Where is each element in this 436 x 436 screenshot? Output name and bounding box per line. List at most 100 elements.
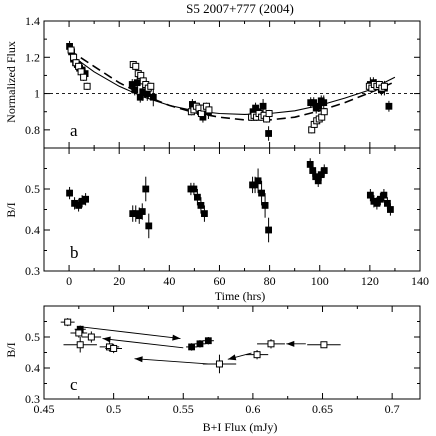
panel-c-point-open-square (75, 329, 83, 337)
panel-b-point-filled-square (194, 193, 201, 201)
panel-a-label: a (70, 121, 78, 140)
panel-c-point-open-square (87, 333, 95, 341)
panel-a-ytick-label: 1.2 (25, 50, 40, 64)
panel-c-ytick-label: 0.5 (25, 330, 40, 344)
panel-c-arrowhead (102, 336, 111, 343)
panel-b-xtick-label: 140 (411, 274, 429, 288)
panel-c-xtick-label: 0.55 (173, 402, 194, 416)
panel-b-ylabel: B/I (4, 202, 18, 217)
panel-c-ytick-label: 0.4 (25, 361, 40, 375)
panel-c-arrowhead (134, 356, 143, 363)
panel-b-xtick-label: 100 (311, 274, 329, 288)
panel-c-point-open-square (64, 318, 72, 326)
panel-a-point-open-square (83, 82, 91, 90)
panel-a-point-open-square (147, 82, 155, 90)
panel-b-xtick-label: 40 (163, 274, 175, 288)
panel-c-frame (43, 305, 421, 400)
panel-a-fit-solid (68, 53, 396, 115)
panel-c-point-open-square (253, 351, 261, 359)
panel-b-point-filled-square (138, 208, 146, 215)
panel-b-point-filled-square (258, 189, 265, 197)
panel-b-point-filled-square (261, 201, 269, 209)
panel-a-fit-dashed (68, 49, 396, 121)
figure-title: S5 2007+777 (2004) (186, 1, 294, 16)
panel-a-point-open-square (205, 106, 213, 114)
panel-c-point-open-square (76, 341, 84, 349)
panel-c-point-open-square (110, 344, 118, 352)
panel-b-point-filled-square (265, 226, 272, 234)
panel-a: Normalized Flux a 0.8 1 1.2 1.4 (4, 14, 421, 149)
panel-b-point-filled-square (384, 199, 391, 207)
panel-c: B/I c B+I Flux (mJy) 0.3 0.4 0.5 0.45 0.5 0.5… (4, 305, 421, 434)
panel-b-point-filled-square (380, 191, 388, 199)
panel-c-ylabel: B/I (4, 342, 18, 357)
panel-a-point-filled-square (385, 102, 393, 110)
panel-b-ytick-label: 0.5 (25, 182, 40, 196)
panel-c-label: c (70, 375, 78, 394)
panel-c-xtick-label: 0.5 (106, 402, 121, 416)
panel-b-point-filled-square (314, 177, 322, 185)
panel-c-xtick-label: 0.45 (34, 402, 55, 416)
panel-b-label: b (70, 243, 79, 262)
panel-b-frame (43, 147, 421, 272)
panel-b-point-filled-square (82, 195, 90, 203)
panel-b-xlabel: Time (hrs) (215, 289, 266, 303)
panel-b-point-filled-square (197, 201, 205, 209)
panel-b-point-filled-square (254, 177, 262, 185)
panel-a-point-open-square (132, 62, 140, 70)
panel-a-point-open-square (320, 108, 328, 116)
panel-a-point-open-square (380, 82, 388, 90)
panel-c-point-open-square (215, 360, 223, 368)
panel-a-point-open-square (265, 110, 273, 118)
panel-b-xtick-label: 60 (213, 274, 225, 288)
panel-c-arrowhead (227, 354, 237, 361)
panel-b: B/I b Time (hrs) 0.3 0.4 0.5 0 20 40 60 80 100 12… (4, 147, 429, 303)
panel-a-point-filled-square (265, 130, 272, 137)
panel-a-ytick-label: 0.8 (25, 123, 40, 137)
panel-c-arrow (134, 358, 209, 365)
panel-a-frame (43, 20, 421, 149)
panel-c-ytick-label: 0.3 (25, 392, 40, 406)
panel-b-point-filled-square (145, 222, 153, 230)
panel-c-xtick-label: 0.7 (385, 402, 400, 416)
panel-b-point-filled-square (142, 185, 150, 193)
panel-c-arrowhead (286, 340, 295, 347)
panel-b-xtick-label: 20 (113, 274, 125, 288)
panel-b-point-filled-square (320, 167, 328, 174)
panel-b-point-filled-square (387, 206, 394, 213)
panel-a-point-filled-square (259, 102, 267, 110)
panel-c-xtick-label: 0.6 (245, 402, 260, 416)
panel-b-point-filled-square (376, 195, 384, 203)
panel-b-xtick-label: 0 (66, 274, 72, 288)
panel-c-arrow (82, 326, 181, 339)
panel-a-point-filled-square (149, 93, 157, 101)
panel-b-point-filled-square (373, 199, 381, 207)
panel-c-xlabel: B+I Flux (mJy) (203, 420, 278, 434)
panel-a-ytick-label: 1 (34, 87, 40, 101)
panel-c-arrow (102, 338, 184, 349)
panel-b-point-filled-square (66, 189, 73, 197)
panel-b-xtick-label: 120 (361, 274, 379, 288)
panel-b-point-filled-square (366, 191, 374, 199)
panel-a-ylabel: Normalized Flux (4, 41, 18, 123)
panel-a-point-open-square (80, 73, 88, 81)
panel-b-point-filled-square (190, 185, 198, 193)
panel-b-ytick-label: 0.4 (25, 223, 40, 237)
panel-a-ytick-label: 1.4 (25, 14, 40, 28)
panel-b-point-filled-square (75, 201, 82, 209)
panel-c-point-open-square (267, 340, 275, 348)
panel-c-point-filled-square (196, 340, 204, 348)
panel-b-point-filled-square (309, 167, 317, 174)
panel-c-point-open-square (320, 341, 328, 349)
panel-c-xtick-label: 0.65 (312, 402, 333, 416)
panel-c-point-filled-square (188, 343, 196, 351)
panel-a-point-filled-square (133, 79, 141, 87)
panel-b-xtick-label: 80 (264, 274, 276, 288)
panel-c-arrowhead (172, 334, 181, 341)
panel-b-ytick-label: 0.3 (25, 264, 40, 278)
panel-b-point-filled-square (201, 210, 208, 218)
panel-a-point-open-square (67, 46, 75, 54)
panel-a-point-filled-square (320, 99, 328, 107)
panel-c-point-filled-square (204, 337, 212, 345)
